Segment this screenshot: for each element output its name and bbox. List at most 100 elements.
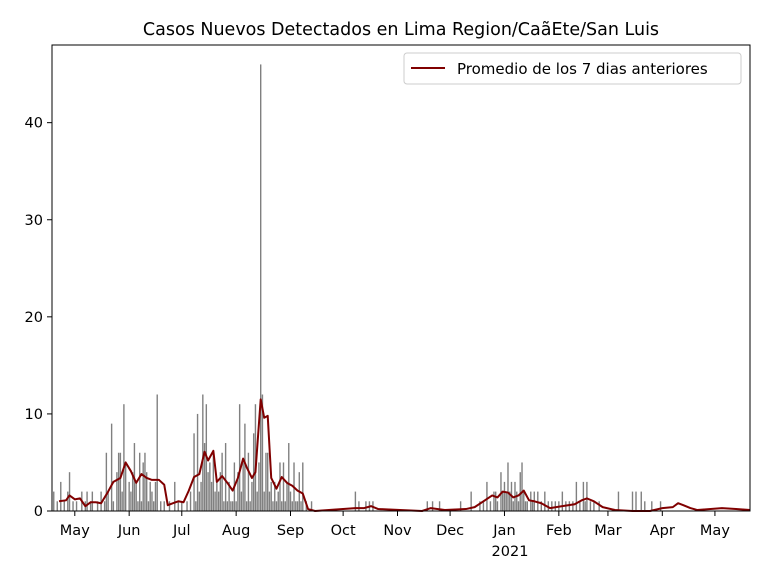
chart-title: Casos Nuevos Detectados en Lima Region/C… <box>143 20 659 40</box>
case-bar <box>76 501 77 511</box>
x-tick-label: Dec <box>436 523 464 539</box>
x-tick-label: Jul <box>172 523 191 539</box>
case-bar <box>302 462 303 511</box>
legend: Promedio de los 7 dias anteriores <box>404 53 741 84</box>
case-bar <box>583 482 584 511</box>
case-bar <box>151 492 152 511</box>
case-bar <box>278 492 279 511</box>
x-tick-label: Aug <box>222 523 250 539</box>
case-bar <box>150 482 151 511</box>
x-tick-label: Jan <box>492 523 515 539</box>
x-tick-label: May <box>60 523 90 539</box>
case-bar <box>239 404 240 511</box>
case-bar <box>57 501 58 511</box>
case-bar <box>272 501 273 511</box>
y-tick-label: 30 <box>25 213 43 229</box>
case-bar <box>513 501 514 511</box>
case-bar <box>279 462 280 511</box>
case-bar <box>523 492 524 511</box>
case-bar <box>495 492 496 511</box>
case-bar <box>72 501 73 511</box>
case-bar <box>142 462 143 511</box>
case-bar <box>69 472 70 511</box>
case-bar <box>644 501 645 511</box>
case-bar <box>113 501 114 511</box>
case-bar <box>365 501 366 511</box>
case-bar <box>178 501 179 511</box>
case-bar <box>235 501 236 511</box>
case-bar <box>544 492 545 511</box>
case-bar <box>506 492 507 511</box>
case-bar <box>290 492 291 511</box>
x-tick-label: Mar <box>594 523 621 539</box>
x-axis: 2021 May Jun Jul Aug Sep Oct Nov Dec Jan Feb Mar Ap… <box>60 511 731 560</box>
case-bar <box>493 492 494 511</box>
case-bar <box>635 492 636 511</box>
case-bar <box>164 501 165 511</box>
case-bar <box>507 462 508 511</box>
case-bar <box>227 501 228 511</box>
case-bar <box>253 433 254 511</box>
case-bar <box>265 453 266 511</box>
case-bar <box>502 492 503 511</box>
case-bar <box>197 414 198 511</box>
case-bar <box>118 453 119 511</box>
case-bar <box>195 501 196 511</box>
case-bar <box>111 424 112 511</box>
case-bar <box>211 482 212 511</box>
case-bar <box>242 462 243 511</box>
case-bar <box>562 492 563 511</box>
case-bar <box>260 64 261 511</box>
x-tick-label: Jun <box>117 523 141 539</box>
x-tick-label: Nov <box>383 523 412 539</box>
case-bar <box>139 453 140 511</box>
y-tick-label: 0 <box>34 504 43 520</box>
case-bar <box>200 482 201 511</box>
case-bar <box>244 424 245 511</box>
case-bar <box>135 482 136 511</box>
x-tick-label: Feb <box>546 523 572 539</box>
case-bar <box>590 501 591 511</box>
case-bar <box>232 501 233 511</box>
case-bar <box>144 453 145 511</box>
case-bar <box>155 482 156 511</box>
case-bar <box>249 501 250 511</box>
case-bar <box>569 501 570 511</box>
y-tick-label: 20 <box>25 310 43 326</box>
x-tick-label: Oct <box>331 523 356 539</box>
case-bar <box>202 395 203 512</box>
case-bar <box>186 501 187 511</box>
case-bar <box>358 501 359 511</box>
case-bar <box>297 501 298 511</box>
case-bar <box>207 472 208 511</box>
case-bar <box>292 501 293 511</box>
y-axis: 010203040 <box>25 116 52 520</box>
case-bar <box>60 482 61 511</box>
case-bar <box>271 482 272 511</box>
case-bar <box>572 501 573 511</box>
case-bar <box>225 443 226 511</box>
case-bar <box>174 482 175 511</box>
case-bar <box>137 501 138 511</box>
case-bar <box>286 482 287 511</box>
case-bar <box>141 501 142 511</box>
case-bar <box>216 482 217 511</box>
case-bar <box>258 462 259 511</box>
case-bar <box>490 501 491 511</box>
case-bar <box>157 395 158 512</box>
case-bar <box>283 462 284 511</box>
y-tick-label: 10 <box>25 407 43 423</box>
case-bar <box>641 492 642 511</box>
x-axis-year-label: 2021 <box>492 544 529 560</box>
case-bar <box>104 501 105 511</box>
case-bar <box>199 492 200 511</box>
case-bar <box>618 492 619 511</box>
case-bar <box>486 482 487 511</box>
case-bar <box>67 492 68 511</box>
case-bar <box>264 492 265 511</box>
case-bar <box>218 492 219 511</box>
case-bar <box>209 462 210 511</box>
case-bar <box>248 453 249 511</box>
case-bar <box>576 482 577 511</box>
case-bar <box>160 501 161 511</box>
